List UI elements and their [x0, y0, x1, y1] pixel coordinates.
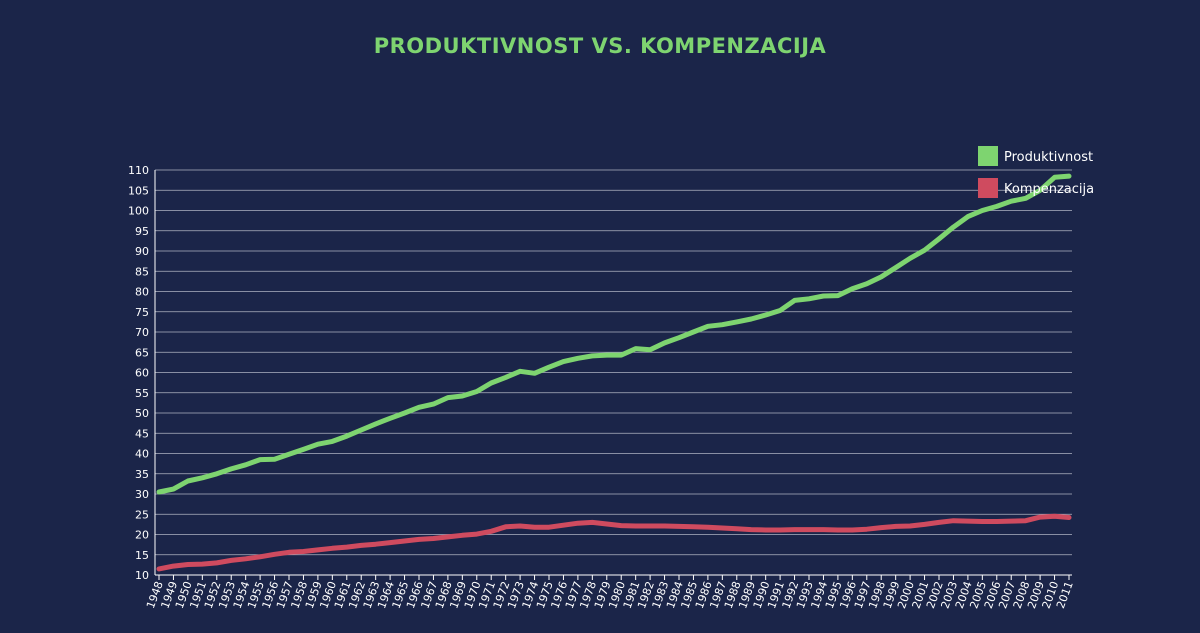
y-tick-label: 15: [135, 549, 149, 562]
y-tick-label: 95: [135, 225, 149, 238]
chart-title: PRODUKTIVNOST VS. KOMPENZACIJA: [373, 34, 827, 58]
y-tick-label: 110: [128, 164, 149, 177]
y-tick-label: 60: [135, 367, 149, 380]
y-tick-label: 35: [135, 468, 149, 481]
series-line-produktivnost: [156, 173, 1072, 495]
y-tick-label: 45: [135, 427, 149, 440]
y-tick-label: 25: [135, 508, 149, 521]
y-tick-label: 80: [135, 286, 149, 299]
y-tick-label: 10: [135, 569, 149, 582]
y-tick-label: 30: [135, 488, 149, 501]
y-tick-label: 50: [135, 407, 149, 420]
series-line-kompenzacija: [156, 513, 1072, 572]
y-tick-label: 105: [128, 184, 149, 197]
y-tick-label: 70: [135, 326, 149, 339]
y-tick-label: 85: [135, 265, 149, 278]
y-tick-label: 65: [135, 346, 149, 359]
y-tick-label: 40: [135, 448, 149, 461]
y-tick-label: 90: [135, 245, 149, 258]
legend-label: Produktivnost: [1004, 150, 1093, 165]
y-tick-label: 20: [135, 529, 149, 542]
y-tick-label: 75: [135, 306, 149, 319]
y-tick-label: 100: [128, 205, 149, 218]
y-tick-label: 55: [135, 387, 149, 400]
legend-swatch: [978, 146, 998, 166]
legend-swatch: [978, 178, 998, 198]
legend-label: Kompenzacija: [1004, 182, 1094, 197]
